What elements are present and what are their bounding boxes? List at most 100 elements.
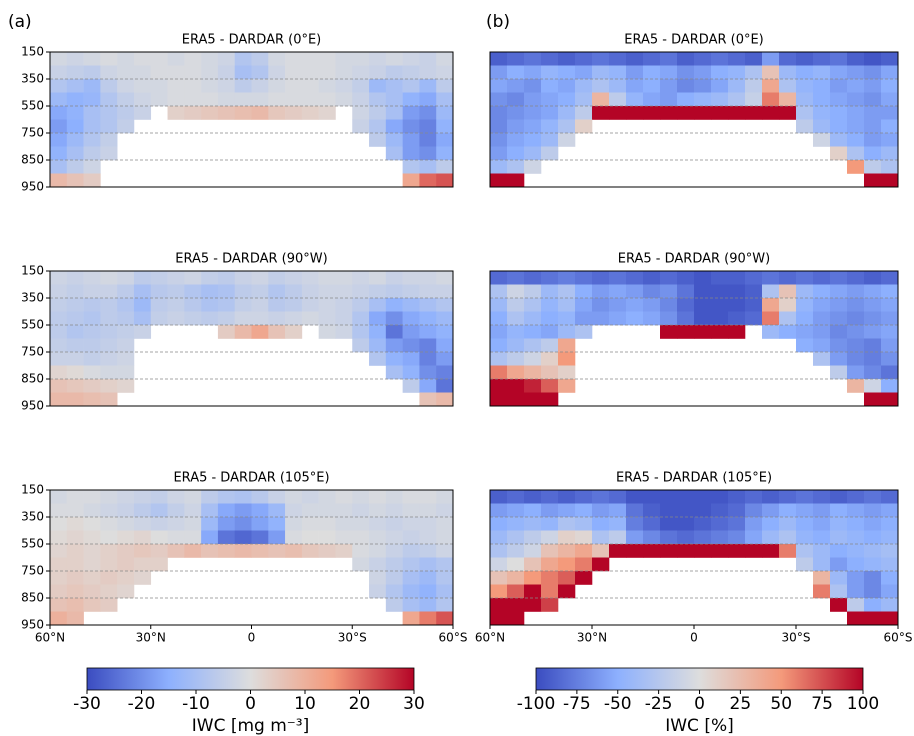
heat-cell [251,79,269,93]
heat-cell [813,298,831,312]
heat-cell [507,598,525,612]
heat-cell [524,119,542,134]
heat-cell [50,106,68,120]
heat-cell [609,544,627,558]
heat-cell [847,284,865,299]
heat-cell [352,503,370,518]
heat-cell [419,298,437,312]
heat-cell [847,571,865,585]
heat-cell [150,530,168,545]
heat-cell [490,298,508,312]
heat-cell [436,92,454,107]
heat-cell [847,119,865,134]
heat-cell [318,530,336,545]
heat-cell [694,284,712,299]
heat-cell [779,271,797,285]
heat-cell [234,92,252,107]
heat-cell [436,503,454,518]
plot-frame [49,51,454,188]
heat-cell [436,544,454,558]
heat-cell [133,79,152,93]
heat-cell [881,271,899,285]
heat-cell [335,271,353,285]
y-tick-label: 550 [21,318,44,332]
heat-cell [881,79,899,93]
heat-cell [609,106,627,120]
heat-cell [419,352,437,366]
heat-cell [436,146,454,161]
heat-cell [117,52,135,66]
heat-cell [524,379,542,393]
heat-cell [419,365,437,380]
heat-cell [50,52,68,66]
heat-cell [83,146,101,161]
heat-cell [507,271,525,285]
heat-cell [268,271,286,285]
heat-cell [728,490,746,504]
heat-cell [150,557,168,572]
heat-cell [524,106,542,120]
heat-cell [184,92,202,107]
heat-cell [524,79,542,93]
heat-cell [100,338,118,353]
heat-cell [133,311,152,326]
heat-cell [524,392,542,407]
heat-cell [301,490,319,504]
heat-cell [507,284,525,299]
heat-cell [524,598,542,612]
heat-cell [677,92,695,107]
heat-cell [796,338,814,353]
heat-cell [524,503,542,518]
heat-cell [352,106,370,120]
heat-cell [847,503,865,518]
heat-cell [711,298,729,312]
heat-cell [419,79,437,93]
heat-cell [285,79,303,93]
heat-cell [436,79,454,93]
y-tick-label: 550 [21,99,44,113]
heat-cell [436,173,454,188]
heat-cell [268,79,286,93]
heat-cell [558,503,576,518]
heat-cell [50,611,68,626]
y-tick-label: 150 [21,264,44,278]
heat-cell [217,92,236,107]
heat-cell [541,530,559,545]
heat-cell [745,52,763,66]
heat-cell [575,503,593,518]
heat-cell [268,503,286,518]
heat-cell [385,325,403,339]
heat-cell [301,311,319,326]
heat-cell [66,338,84,353]
heat-cell [66,352,84,366]
heat-cell [301,65,319,80]
heat-cell [609,311,627,326]
heat-cell [150,544,168,558]
heat-cell [830,284,848,299]
heat-cell [436,365,454,380]
heat-cell [490,379,508,393]
heat-cell [285,503,303,518]
heat-cell [150,92,168,107]
y-tick-label: 150 [21,483,44,497]
heat-cell [369,92,387,107]
heat-cell [626,271,644,285]
x-tick-label: 60°N [475,631,505,645]
heat-cell [369,119,387,134]
heat-cell [251,530,269,545]
heat-cell [66,490,84,504]
heat-cell [100,530,118,545]
heat-cell [436,392,454,407]
y-tick-label: 350 [21,510,44,524]
heat-cell [694,52,712,66]
panel-label: (a) [8,12,32,32]
heat-cell [728,284,746,299]
heat-cell [167,544,185,558]
heat-cell [402,79,420,93]
heat-cell [66,119,84,134]
heat-cell [133,65,152,80]
heat-cell [50,352,68,366]
y-tick-label: 350 [21,72,44,86]
heat-cell [609,79,627,93]
colorbar-tick-label: 100 [847,694,879,714]
